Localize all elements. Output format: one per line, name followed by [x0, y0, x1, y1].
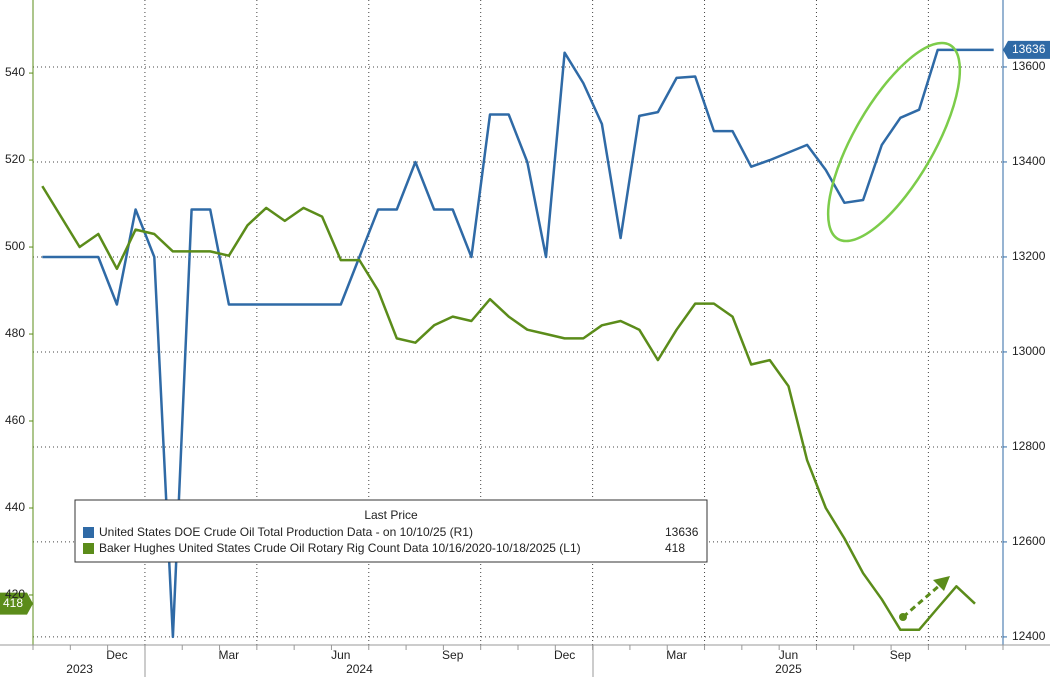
y-tick-label: 420	[5, 587, 25, 601]
x-year-label: 2025	[775, 662, 802, 676]
legend-label: Baker Hughes United States Crude Oil Rot…	[99, 541, 581, 555]
x-tick-label: Mar	[219, 648, 240, 662]
series-line	[42, 48, 994, 639]
lines-layer	[41, 48, 994, 639]
x-year-label: 2024	[346, 662, 373, 676]
x-tick-label: Mar	[666, 648, 687, 662]
legend: Last Price United States DOE Crude Oil T…	[74, 499, 708, 563]
y2-tick-label: 13000	[1012, 344, 1046, 358]
last-value-tag-label: 418	[3, 596, 23, 610]
legend-value: 418	[665, 541, 685, 555]
y2-tick-label: 12800	[1012, 439, 1046, 453]
legend-value: 13636	[665, 525, 699, 539]
y-tick-label: 480	[5, 326, 25, 340]
y2-tick-label: 12600	[1012, 534, 1046, 548]
y2-tick-label: 13200	[1012, 249, 1046, 263]
highlight-ellipse	[826, 41, 962, 243]
trend-arrow	[902, 583, 941, 619]
x-tick-label: Dec	[106, 648, 127, 662]
y-tick-label: 540	[5, 65, 25, 79]
x-tick-label: Jun	[779, 648, 798, 662]
y-tick-label: 520	[5, 152, 25, 166]
y-tick-label: 500	[5, 239, 25, 253]
last-value-tag	[0, 592, 33, 615]
last-value-tag-label: 13636	[1012, 42, 1046, 56]
legend-title: Last Price	[364, 508, 418, 522]
y2-tick-label: 12400	[1012, 629, 1046, 643]
y2-tick-label: 13400	[1012, 154, 1046, 168]
series-line	[41, 185, 976, 632]
legend-box	[74, 499, 708, 563]
legend-swatch	[83, 543, 94, 554]
y-tick-label: 460	[5, 413, 25, 427]
x-tick-label: Sep	[442, 648, 464, 662]
x-tick-label: Jun	[331, 648, 350, 662]
x-year-label: 2023	[66, 662, 93, 676]
trend-arrowhead	[933, 576, 950, 591]
legend-label: United States DOE Crude Oil Total Produc…	[99, 525, 473, 539]
x-tick-label: Dec	[554, 648, 575, 662]
last-value-tag	[1003, 40, 1050, 59]
y2-tick-label: 13600	[1012, 59, 1046, 73]
x-tick-label: Sep	[890, 648, 912, 662]
y-tick-label: 440	[5, 500, 25, 514]
trend-arrow-start	[899, 613, 907, 621]
legend-swatch	[83, 527, 94, 538]
tags-layer: 13636 418	[0, 40, 1050, 615]
